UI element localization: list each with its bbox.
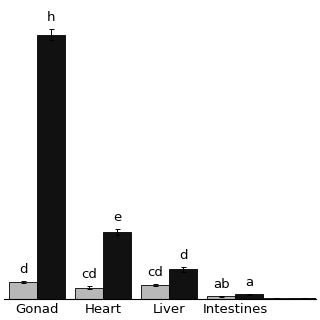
Bar [235,294,263,299]
Text: d: d [19,263,28,276]
Text: ab: ab [213,278,229,291]
Text: cd: cd [147,266,163,279]
Bar [141,285,169,299]
Bar [103,232,131,299]
Bar [290,298,318,299]
Bar [75,288,103,299]
Bar [262,298,290,299]
Text: e: e [113,211,121,224]
Bar [9,282,37,299]
Text: cd: cd [81,268,97,282]
Bar [169,269,197,299]
Text: a: a [245,276,253,289]
Text: d: d [179,249,187,262]
Text: h: h [47,11,55,24]
Bar [37,35,65,299]
Bar [207,296,235,299]
